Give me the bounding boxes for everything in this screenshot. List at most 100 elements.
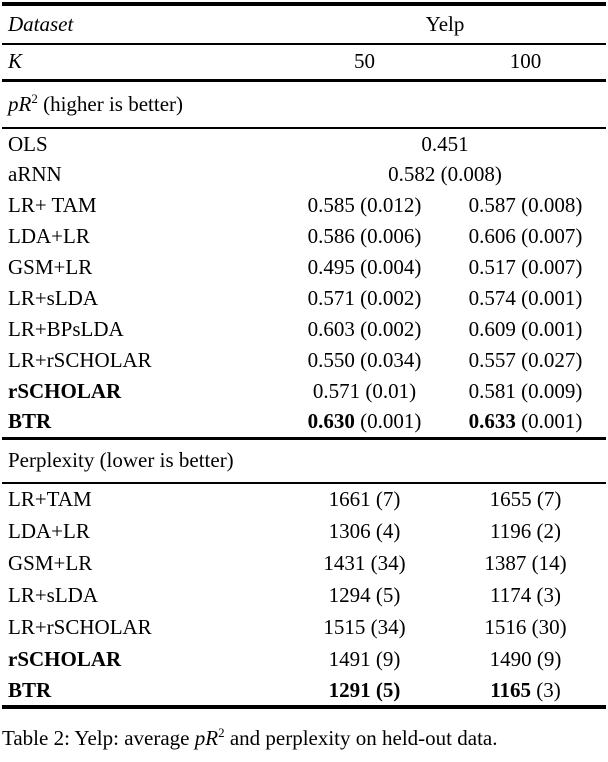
k50-value-cell: 1291 (5) — [284, 675, 445, 709]
value: 1431 — [323, 550, 366, 575]
model-label-cell: aRNN — [8, 162, 62, 186]
std-error: (0.012) — [360, 193, 422, 217]
std-error: (4) — [375, 518, 401, 543]
std-error: (30) — [531, 614, 567, 639]
k100-value-cell: 1196 (2) — [445, 515, 606, 547]
k100-value-cell: 0.574 (0.001) — [445, 283, 606, 314]
value: 1174 — [490, 582, 532, 607]
k100-value-cell: 1174 (3) — [445, 579, 606, 611]
table-row: LR+rSCHOLAR 1515 (34) 1516 (30) — [2, 611, 606, 643]
std-error: (0.001) — [521, 409, 583, 434]
dataset-header-label: Dataset — [2, 4, 284, 45]
table-row: LR+BPsLDA 0.603 (0.002) 0.609 (0.001) — [2, 314, 606, 345]
value: 1294 — [328, 582, 371, 607]
model-label-cell: BTR — [2, 675, 284, 709]
table-row: LR+rSCHOLAR 0.550 (0.034) 0.557 (0.027) — [2, 345, 606, 376]
value: 0.586 — [307, 224, 355, 248]
value: 0.571 — [307, 286, 355, 310]
model-label-cell: LR+ TAM — [8, 193, 97, 217]
model-label-cell: OLS — [8, 131, 48, 156]
value: 1515 — [323, 614, 366, 639]
table-row: GSM+LR 1431 (34) 1387 (14) — [2, 547, 606, 579]
model-label-cell: GSM+LR — [8, 255, 93, 279]
value: 1165 — [490, 677, 532, 702]
k50-header-value: 50 — [284, 44, 445, 82]
k50-value-cell: 1431 (34) — [284, 547, 445, 579]
k100-value-cell: 0.609 (0.001) — [445, 314, 606, 345]
pr2-section-title: pR2 (higher is better) — [2, 80, 606, 129]
table-caption: Table 2: Yelp: average pR2 and perplexit… — [0, 725, 608, 751]
pr2-math-symbol: pR — [8, 91, 32, 116]
caption-math-symbol: pR — [194, 726, 219, 750]
k50-value-cell: 0.586 (0.006) — [284, 221, 445, 252]
table-row: BTR 1291 (5) 1165 (3) — [2, 675, 606, 709]
k100-value-cell: 0.517 (0.007) — [445, 252, 606, 283]
pr2-superscript: 2 — [31, 90, 38, 106]
model-label-cell: LR+rSCHOLAR — [8, 614, 152, 639]
value: 0.495 — [307, 255, 355, 279]
value: 0.571 — [312, 379, 361, 403]
value: 1196 — [490, 518, 532, 543]
table-row: OLS 0.451 — [2, 128, 606, 159]
model-label-cell: LR+rSCHOLAR — [8, 348, 152, 372]
k50-value-cell: 1515 (34) — [284, 611, 445, 643]
k50-value-cell: 0.495 (0.004) — [284, 252, 445, 283]
value: 1387 — [484, 550, 527, 575]
k50-value-cell: 1294 (5) — [284, 579, 445, 611]
std-error: (14) — [531, 550, 567, 575]
table-row-dataset-header: Dataset Yelp — [2, 4, 606, 45]
std-error: (0.001) — [521, 286, 583, 310]
k50-value-cell: 1491 (9) — [284, 643, 445, 675]
std-error: (0.002) — [360, 317, 422, 341]
value: 0.606 — [468, 224, 516, 248]
value: 0.574 — [468, 286, 516, 310]
k50-value-cell: 0.571 (0.002) — [284, 283, 445, 314]
table-row-pr2-section-header: pR2 (higher is better) — [2, 80, 606, 129]
span-value-cell: 0.451 — [421, 131, 469, 156]
k100-value-cell: 0.581 (0.009) — [445, 376, 606, 407]
k50-value-cell: 1661 (7) — [284, 483, 445, 515]
table-row: rSCHOLAR 0.571 (0.01) 0.581 (0.009) — [2, 376, 606, 407]
k100-value-cell: 1165 (3) — [445, 675, 606, 709]
std-error: (0.007) — [521, 224, 583, 248]
std-error: (0.001) — [360, 409, 422, 434]
value: 1490 — [489, 646, 532, 671]
caption-text: and perplexity on held-out data. — [224, 726, 498, 750]
table-row-k-header: K 50 100 — [2, 44, 606, 82]
table-row: LR+ TAM 0.585 (0.012) 0.587 (0.008) — [2, 190, 606, 221]
k100-value-cell: 0.587 (0.008) — [445, 190, 606, 221]
k50-value-cell: 0.585 (0.012) — [284, 190, 445, 221]
k50-value-cell: 0.603 (0.002) — [284, 314, 445, 345]
table-row: BTR 0.630 (0.001) 0.633 (0.001) — [2, 407, 606, 438]
span-value-cell: 0.582 (0.008) — [388, 162, 502, 186]
table-row: GSM+LR 0.495 (0.004) 0.517 (0.007) — [2, 252, 606, 283]
std-error: (3) — [536, 582, 561, 607]
std-error: (9) — [536, 646, 562, 671]
k100-value-cell: 0.633 (0.001) — [445, 407, 606, 438]
k50-value-cell: 0.571 (0.01) — [284, 376, 445, 407]
k100-value-cell: 1490 (9) — [445, 643, 606, 675]
k100-header-value: 100 — [445, 44, 606, 82]
model-label-cell: LDA+LR — [8, 518, 90, 543]
model-label-cell: GSM+LR — [8, 550, 93, 575]
value: 0.633 — [468, 409, 516, 434]
k100-value-cell: 1516 (30) — [445, 611, 606, 643]
std-error: (0.009) — [521, 379, 583, 403]
model-label-cell: LR+TAM — [8, 487, 92, 511]
k100-value-cell: 1387 (14) — [445, 547, 606, 579]
model-label-cell: rSCHOLAR — [8, 379, 122, 403]
std-error: (0.001) — [521, 317, 583, 341]
k50-value-cell: 0.630 (0.001) — [284, 407, 445, 438]
std-error: (0.008) — [521, 193, 583, 217]
perplexity-section-title: Perplexity (lower is better) — [2, 436, 606, 484]
std-error: (0.01) — [365, 379, 417, 403]
std-error: (0.007) — [521, 255, 583, 279]
table-row-perplexity-section-header: Perplexity (lower is better) — [2, 436, 606, 484]
std-error: (7) — [375, 487, 401, 511]
value: 0.585 — [307, 193, 355, 217]
std-error: (34) — [370, 550, 406, 575]
model-label-cell: BTR — [8, 409, 52, 434]
std-error: (34) — [370, 614, 406, 639]
table-row: aRNN 0.582 (0.008) — [2, 159, 606, 190]
value: 1306 — [328, 518, 371, 543]
